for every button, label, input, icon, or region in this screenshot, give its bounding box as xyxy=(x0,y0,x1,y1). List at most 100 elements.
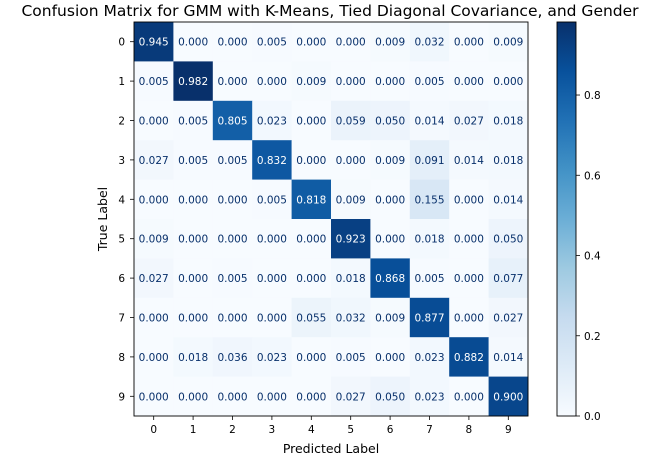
cell-value-label: 0.005 xyxy=(336,352,366,364)
heatmap-cell xyxy=(291,100,332,141)
heatmap-cell xyxy=(252,258,292,299)
heatmap-cell xyxy=(488,140,529,180)
cell-value-label: 0.018 xyxy=(493,155,523,167)
cell-value-label: 0.000 xyxy=(217,313,247,325)
heatmap-cell xyxy=(173,22,214,62)
cell-value-label: 0.000 xyxy=(217,234,247,246)
cell-value-label: 0.923 xyxy=(336,234,366,246)
colorbar-tick-label: 0.0 xyxy=(584,411,601,423)
cell-value-label: 0.900 xyxy=(493,391,523,403)
cell-value-label: 0.000 xyxy=(139,352,169,364)
cell-value-label: 0.000 xyxy=(454,313,484,325)
heatmap-cell xyxy=(212,337,253,377)
cell-value-label: 0.000 xyxy=(178,313,208,325)
cell-value-label: 0.050 xyxy=(375,391,405,403)
heatmap-cell xyxy=(212,140,253,180)
cell-value-label: 0.077 xyxy=(493,273,523,285)
heatmap-cell xyxy=(252,297,292,338)
cell-value-label: 0.059 xyxy=(336,116,366,128)
cell-value-label: 0.018 xyxy=(178,352,208,364)
heatmap-cell xyxy=(252,140,292,180)
cell-value-label: 0.018 xyxy=(336,273,366,285)
cell-value-label: 0.000 xyxy=(296,37,326,49)
heatmap-cell xyxy=(488,22,529,62)
heatmap-cell xyxy=(173,376,214,417)
heatmap-cell xyxy=(409,219,450,259)
cell-value-label: 0.027 xyxy=(493,313,523,325)
heatmap-cell xyxy=(331,258,371,299)
heatmap-cell xyxy=(212,297,253,338)
x-tick-label: 7 xyxy=(426,424,433,436)
cell-value-label: 0.009 xyxy=(375,155,405,167)
cell-value-label: 0.000 xyxy=(454,194,484,206)
cell-value-label: 0.000 xyxy=(217,194,247,206)
heatmap-cell xyxy=(370,219,411,259)
cell-value-label: 0.014 xyxy=(414,116,444,128)
cell-value-label: 0.882 xyxy=(454,352,484,364)
cell-value-label: 0.000 xyxy=(454,391,484,403)
cell-value-label: 0.014 xyxy=(454,155,484,167)
x-tick-label: 6 xyxy=(387,424,394,436)
heatmap-cell xyxy=(488,297,529,338)
heatmap-cell xyxy=(173,140,214,180)
y-tick-label: 4 xyxy=(118,194,125,206)
cell-value-label: 0.005 xyxy=(139,76,169,88)
cell-value-label: 0.000 xyxy=(375,76,405,88)
cell-value-label: 0.027 xyxy=(454,116,484,128)
cell-value-label: 0.000 xyxy=(178,391,208,403)
heatmap-cell xyxy=(173,179,214,220)
cell-value-label: 0.877 xyxy=(414,313,444,325)
cell-value-label: 0.155 xyxy=(414,194,444,206)
x-tick-label: 5 xyxy=(347,424,354,436)
cell-value-label: 0.000 xyxy=(454,37,484,49)
heatmap-cell xyxy=(331,140,371,180)
heatmap-cell xyxy=(212,376,253,417)
cell-value-label: 0.000 xyxy=(257,273,287,285)
cell-value-label: 0.000 xyxy=(296,116,326,128)
heatmap-cells: 0.945 0.000 0.000 0.005 0.000 0.000 0.009 0.032… xyxy=(134,22,529,417)
heatmap-cell xyxy=(212,22,253,62)
cell-value-label: 0.014 xyxy=(493,194,523,206)
cell-value-label: 0.000 xyxy=(375,352,405,364)
cell-value-label: 0.032 xyxy=(336,313,366,325)
x-tick-label: 9 xyxy=(505,424,512,436)
cell-value-label: 0.009 xyxy=(493,37,523,49)
heatmap-cell xyxy=(291,337,332,377)
heatmap-cell xyxy=(291,297,332,338)
heatmap-cell xyxy=(409,337,450,377)
cell-value-label: 0.005 xyxy=(257,194,287,206)
cell-value-label: 0.000 xyxy=(493,76,523,88)
heatmap-cell xyxy=(370,22,411,62)
cell-value-label: 0.000 xyxy=(296,155,326,167)
cell-value-label: 0.027 xyxy=(139,273,169,285)
cell-value-label: 0.000 xyxy=(178,234,208,246)
cell-value-label: 0.027 xyxy=(336,391,366,403)
heatmap-cell xyxy=(173,337,214,377)
cell-value-label: 0.005 xyxy=(414,76,444,88)
cell-value-label: 0.000 xyxy=(336,155,366,167)
heatmap-cell xyxy=(252,219,292,259)
cell-value-label: 0.005 xyxy=(414,273,444,285)
heatmap-cell xyxy=(173,297,214,338)
heatmap-cell xyxy=(370,100,411,141)
heatmap-cell xyxy=(134,22,174,62)
y-axis-label: True Label xyxy=(95,187,110,252)
heatmap-cell xyxy=(291,219,332,259)
cell-value-label: 0.023 xyxy=(257,116,287,128)
heatmap-cell xyxy=(291,22,332,62)
chart-title: Confusion Matrix for GMM with K-Means, T… xyxy=(21,2,639,20)
axes: 0 1 2 3 4 5 6 7 8 9 0 1 2 3 4 5 6 7 8 9 xyxy=(118,37,511,436)
heatmap-cell xyxy=(291,140,332,180)
cell-value-label: 0.000 xyxy=(454,234,484,246)
heatmap-cell xyxy=(173,258,214,299)
heatmap-cell xyxy=(212,61,253,102)
cell-value-label: 0.005 xyxy=(178,155,208,167)
heatmap-cell xyxy=(449,297,489,338)
heatmap-cell xyxy=(291,61,332,102)
heatmap-cell xyxy=(370,258,411,299)
cell-value-label: 0.000 xyxy=(336,76,366,88)
cell-value-label: 0.000 xyxy=(139,116,169,128)
cell-value-label: 0.091 xyxy=(414,155,444,167)
colorbar-tick-label: 0.2 xyxy=(584,331,601,343)
